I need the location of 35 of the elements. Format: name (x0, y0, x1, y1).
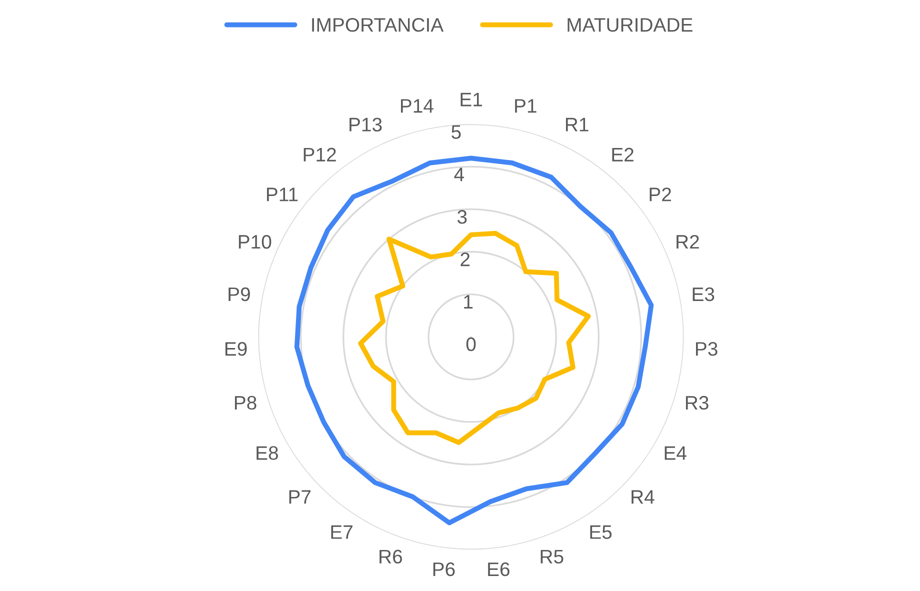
spoke-label: P6 (433, 562, 455, 576)
spoke-label: P1 (515, 99, 536, 113)
y-tick-label: 5 (452, 125, 461, 139)
spoke-label: P3 (696, 342, 718, 356)
spoke-label: P9 (228, 287, 250, 302)
spoke-label: R3 (686, 396, 708, 410)
spoke-label: E3 (692, 287, 714, 302)
spoke-label: E5 (590, 525, 612, 539)
spoke-label: P11 (267, 188, 298, 202)
spoke-label: R4 (632, 490, 654, 504)
spoke-label: P2 (650, 188, 671, 202)
spoke-label: E4 (664, 446, 686, 460)
legend-label: IMPORTANCIA (312, 18, 444, 32)
y-tick-label: 2 (460, 252, 470, 266)
spoke-label: E2 (612, 148, 634, 162)
spoke-label: E1 (460, 92, 482, 106)
y-tick-label: 3 (457, 210, 467, 224)
legend-label: MATURIDADE (568, 18, 692, 32)
spoke-label: E7 (331, 525, 352, 539)
spoke-label: E8 (256, 446, 278, 460)
spoke-label: R1 (566, 118, 588, 132)
y-tick-label: 4 (454, 168, 464, 182)
spoke-label: R5 (540, 550, 564, 564)
spoke-label: P7 (289, 490, 311, 504)
y-tick-label: 0 (466, 337, 476, 352)
spoke-label: P10 (238, 234, 272, 249)
spoke-label: E6 (488, 562, 510, 576)
spoke-label: P12 (304, 148, 336, 162)
spoke-label: R6 (380, 550, 402, 564)
spoke-label: R2 (676, 234, 699, 249)
spoke-label: P13 (350, 118, 382, 132)
spoke-label: P8 (234, 396, 256, 410)
spoke-label: E9 (225, 342, 247, 356)
y-tick-label: 1 (464, 295, 473, 309)
spoke-label: P14 (400, 99, 434, 113)
